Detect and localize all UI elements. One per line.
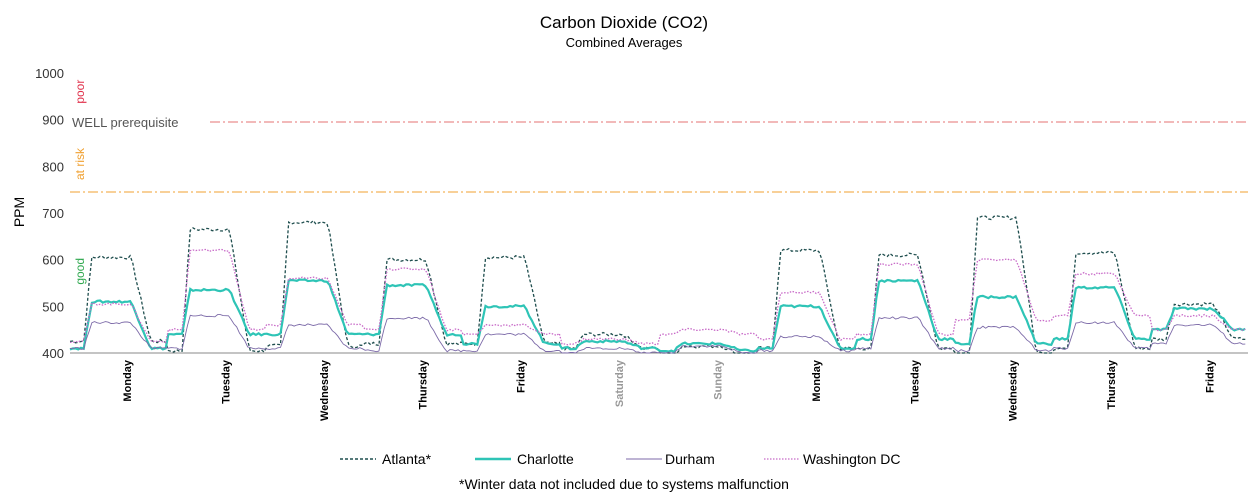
chart-title: Carbon Dioxide (CO2): [540, 13, 708, 32]
legend-label-charlotte: Charlotte: [517, 451, 574, 467]
legend-label-atlanta: Atlanta*: [382, 451, 432, 467]
y-axis-label: PPM: [11, 197, 27, 227]
y-tick-label: 1000: [35, 66, 64, 81]
x-tick-label: Friday: [516, 359, 528, 393]
x-tick-label: Wednesday: [1008, 359, 1020, 421]
y-tick-label: 500: [42, 299, 64, 314]
y-tick-label: 600: [42, 253, 64, 268]
zone-label: poor: [73, 80, 87, 104]
zone-label: good: [73, 258, 87, 285]
x-tick-label: Tuesday: [220, 359, 232, 404]
x-tick-label: Thursday: [417, 359, 429, 409]
y-tick-label: 400: [42, 346, 64, 361]
legend-item-washington-dc[interactable]: Washington DC: [764, 451, 901, 467]
x-tick-label: Sunday: [712, 359, 724, 400]
legend-item-atlanta[interactable]: Atlanta*: [340, 451, 432, 467]
y-tick-label: 700: [42, 206, 64, 221]
x-tick-label: Tuesday: [909, 359, 921, 404]
legend-item-charlotte[interactable]: Charlotte: [475, 451, 574, 467]
chart-subtitle: Combined Averages: [566, 35, 683, 50]
legend-item-durham[interactable]: Durham: [626, 451, 715, 467]
x-tick-label: Friday: [1204, 359, 1216, 393]
plot-area: 400 500 600 700 800 900 1000 poor at risk good WEL…: [35, 66, 1248, 421]
series-line-durham: [69, 314, 1246, 354]
zone-label: at risk: [73, 147, 87, 180]
series-line-charlotte: [69, 278, 1246, 354]
series-line-washington-dc: [69, 248, 1246, 346]
reference-line-label: WELL prerequisite: [72, 115, 178, 130]
x-tick-label: Monday: [811, 359, 823, 401]
x-tick-label: Saturday: [614, 359, 626, 407]
x-tick-label: Thursday: [1106, 359, 1118, 409]
legend-label-durham: Durham: [665, 451, 715, 467]
legend: Atlanta* Charlotte Durham Washington DC: [340, 451, 901, 467]
x-tick-label: Wednesday: [319, 359, 331, 421]
legend-label-washington-dc: Washington DC: [803, 451, 901, 467]
x-tick-label: Monday: [122, 359, 134, 401]
y-tick-label: 800: [42, 159, 64, 174]
y-tick-label: 900: [42, 113, 64, 128]
footnote: *Winter data not included due to systems…: [459, 476, 789, 492]
